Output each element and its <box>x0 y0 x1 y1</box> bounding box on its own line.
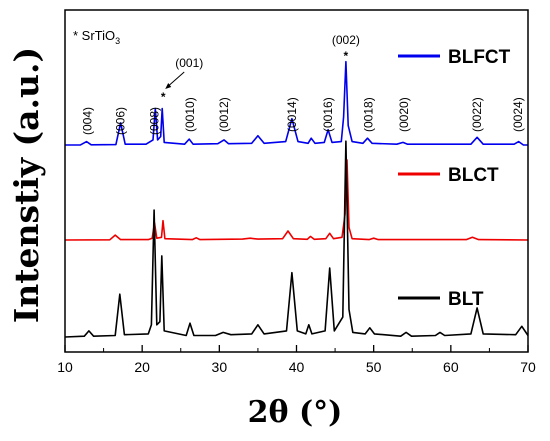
peak-label: (0024) <box>511 97 525 132</box>
x-tick-label: 10 <box>57 359 73 375</box>
legend: BLFCT BLCT BLT <box>398 47 511 310</box>
srtio3-note-text: * SrTiO <box>73 28 115 43</box>
x-axis-ticks: 10 20 30 40 50 60 70 <box>57 345 536 375</box>
x-tick-label: 50 <box>366 359 382 375</box>
x-tick-label: 70 <box>520 359 536 375</box>
peak-label: (0018) <box>361 97 375 132</box>
srtio3-note-subscript: 3 <box>115 36 120 46</box>
peak-label: (0014) <box>285 97 299 132</box>
peak-labels: (004) (006) (008) (0010) (0012) (0014) (0016) (… <box>80 97 525 135</box>
peak-label: (008) <box>148 107 162 135</box>
annotated-peaks: (001) * (002) * <box>161 33 360 104</box>
xrd-curves <box>64 60 529 338</box>
peak-label: (0020) <box>397 97 411 132</box>
x-tick-label: 40 <box>289 359 305 375</box>
annotation-arrowhead <box>165 83 172 89</box>
legend-label-blct: BLCT <box>448 165 499 186</box>
x-tick-label: 30 <box>212 359 228 375</box>
peak-annotation-label: (001) <box>175 56 203 70</box>
x-tick-label: 20 <box>134 359 150 375</box>
y-axis-title: Intenstiy (a.u.) <box>7 47 46 323</box>
series-blfct-line <box>64 60 528 146</box>
peak-label: (0010) <box>183 97 197 132</box>
peak-annotation-label: (002) <box>332 33 360 47</box>
x-tick-label: 60 <box>443 359 459 375</box>
srtio3-marker: * <box>161 90 166 104</box>
legend-label-blt: BLT <box>448 289 484 310</box>
peak-label: (0016) <box>321 97 335 132</box>
x-axis-title: 2θ (°) <box>248 395 343 430</box>
peak-label: (006) <box>114 107 128 135</box>
peak-label: (0012) <box>217 97 231 132</box>
srtio3-marker: * <box>344 49 349 63</box>
legend-label-blfct: BLFCT <box>448 47 511 68</box>
series-blt-line <box>64 140 529 338</box>
srtio3-note: * SrTiO3 <box>73 28 120 46</box>
peak-label: (004) <box>80 107 94 135</box>
peak-label: (0022) <box>470 97 484 132</box>
annotation-arrow <box>166 71 185 88</box>
